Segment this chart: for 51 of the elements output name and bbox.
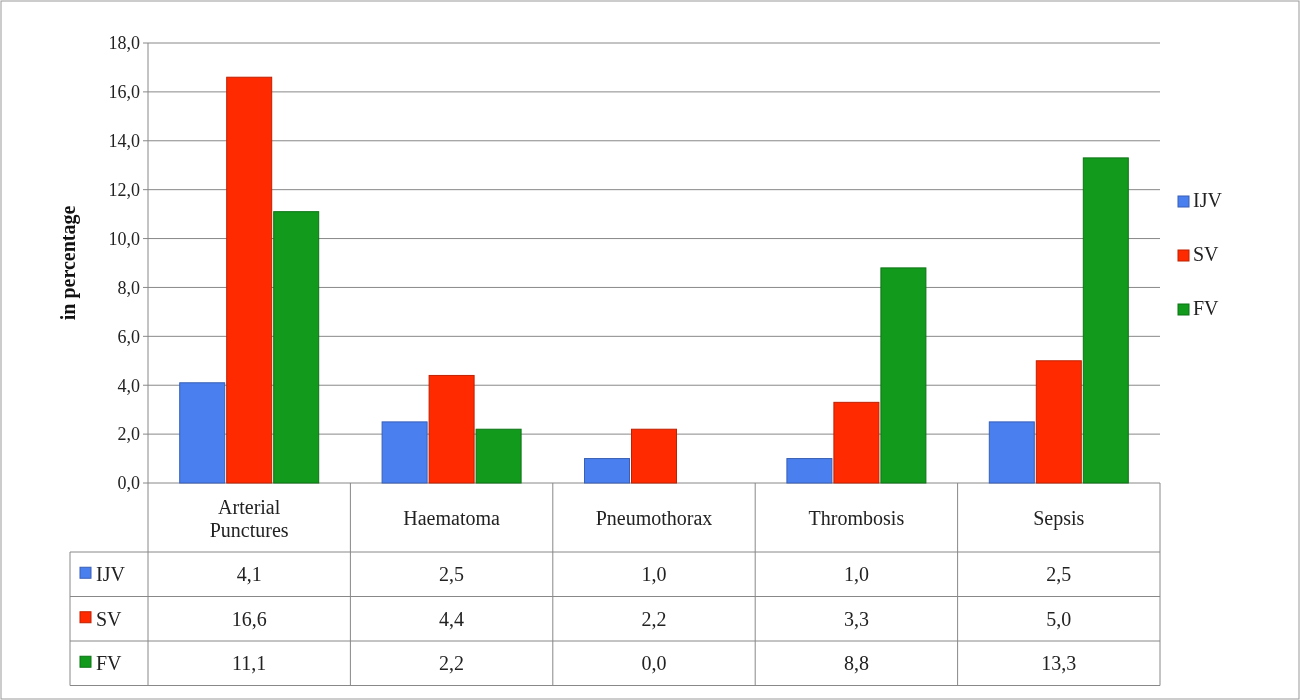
x-tick-label: Arterial Punctures [209, 495, 289, 541]
y-axis-title: in percentage [57, 205, 80, 321]
bar [988, 421, 1035, 484]
bar [226, 76, 273, 484]
y-tick-label: 8,0 [117, 277, 140, 298]
legend-label: FV [1193, 297, 1220, 319]
x-tick-label: Pneumothorax [595, 506, 713, 529]
text: SV [96, 607, 122, 630]
y-tick-label: 6,0 [117, 326, 140, 347]
y-tick-label: 14,0 [108, 131, 140, 152]
y-tick-label: 4,0 [117, 375, 140, 396]
bar [1035, 360, 1082, 484]
bar [631, 428, 677, 484]
data-label: 11,1 [232, 652, 267, 675]
x-tick-label: Sepsis [1033, 506, 1085, 530]
legend-label: IJV [96, 563, 126, 586]
bar [179, 382, 226, 484]
y-tick-label: 16,0 [108, 82, 140, 103]
data-label: 4,4 [439, 607, 465, 630]
x-tick-label: Haematoma [403, 506, 501, 529]
bar [833, 401, 880, 484]
bar [584, 458, 630, 484]
y-tick-label: 0,0 [117, 473, 140, 494]
data-label: 2,5 [439, 563, 465, 586]
data-label: 2,2 [641, 607, 667, 630]
data-label: 2,2 [439, 652, 465, 675]
bar [381, 421, 428, 484]
y-tick-label: 18,0 [108, 33, 140, 54]
data-label: 13,3 [1041, 652, 1077, 675]
text: FV [96, 652, 122, 675]
bar [273, 211, 320, 484]
legend-label: SV [1193, 243, 1220, 265]
data-label: 1,0 [641, 563, 667, 586]
data-label: 3,3 [843, 607, 869, 630]
data-label: 1,0 [843, 563, 869, 586]
data-label: 4,1 [236, 563, 262, 586]
bar [880, 267, 927, 484]
y-tick-label: 10,0 [108, 228, 140, 249]
bar [428, 374, 475, 484]
x-tick-label: Thrombosis [808, 506, 905, 529]
data-label: 0,0 [641, 652, 667, 675]
data-label: 16,6 [231, 607, 267, 630]
y-tick-label: 12,0 [108, 179, 140, 200]
bar [1082, 157, 1129, 484]
y-tick-label: 2,0 [117, 424, 140, 445]
data-label: 8,8 [843, 652, 869, 675]
bar [786, 458, 833, 484]
text: IJV [1193, 189, 1222, 211]
data-label: 5,0 [1046, 607, 1072, 630]
data-label: 2,5 [1046, 563, 1072, 586]
bar [475, 428, 522, 484]
